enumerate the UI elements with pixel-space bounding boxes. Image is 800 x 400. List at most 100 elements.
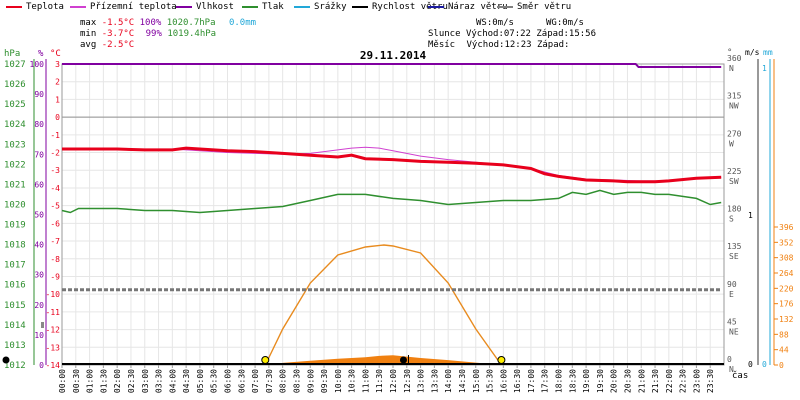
pressure-tick-label: 1018 bbox=[4, 241, 26, 251]
temperature-tick-label: -2 bbox=[50, 149, 60, 158]
wind-speed-axis-unit: m/s bbox=[745, 48, 760, 57]
x-tick-label: 22:30 bbox=[679, 369, 688, 393]
solar-tick-label: 132 bbox=[779, 315, 794, 324]
solar-tick-label: 396 bbox=[779, 223, 794, 232]
x-tick-label: 19:00 bbox=[582, 369, 591, 393]
pressure-tick-label: 1012 bbox=[4, 361, 26, 371]
legend-swatch bbox=[352, 5, 368, 8]
x-tick-label: 20:00 bbox=[610, 369, 619, 393]
humidity-tick-label: 10 bbox=[34, 331, 44, 340]
legend-swatch bbox=[294, 5, 310, 8]
x-tick-label: 09:00 bbox=[306, 369, 315, 393]
sun-label: Slunce bbox=[428, 29, 461, 39]
solar-tick-label: 0 bbox=[779, 361, 784, 370]
solar-tick-label: 44 bbox=[779, 346, 789, 355]
left-wind-indicator bbox=[41, 322, 44, 328]
humidity-tick-label: 60 bbox=[34, 180, 44, 189]
wind-dir-tick-value: 180 bbox=[727, 205, 742, 214]
x-tick-label: 05:00 bbox=[196, 369, 205, 393]
rain-tick-label: 0 bbox=[762, 360, 767, 369]
x-tick-label: 06:30 bbox=[237, 369, 246, 393]
x-tick-label: 01:00 bbox=[86, 369, 95, 393]
temperature-tick-label: -13 bbox=[46, 343, 61, 352]
legend-item: Rychlost větru bbox=[352, 2, 448, 12]
humidity-tick-label: 100 bbox=[30, 60, 45, 69]
stats-min-temp: -3.7°C bbox=[101, 29, 135, 39]
legend-label: Náraz větru bbox=[448, 2, 508, 12]
legend-item: Tlak bbox=[242, 2, 284, 12]
legend-swatch bbox=[497, 5, 513, 8]
stats-max-temp: -1.5°C bbox=[101, 18, 135, 28]
x-tick-label: 20:30 bbox=[623, 369, 632, 393]
solar-tick-label: 220 bbox=[779, 284, 794, 293]
x-tick-label: 01:30 bbox=[99, 369, 108, 393]
temperature-tick-label: 3 bbox=[55, 60, 60, 69]
solar-tick-label: 308 bbox=[779, 254, 794, 263]
x-tick-label: 12:00 bbox=[389, 369, 398, 393]
x-tick-label: 09:30 bbox=[320, 369, 329, 393]
legend-label: Srážky bbox=[314, 2, 347, 12]
x-tick-label: 00:30 bbox=[72, 369, 81, 393]
temperature-tick-label: -12 bbox=[46, 326, 61, 335]
wind-dir-tick-label: S bbox=[729, 215, 734, 224]
sun-elevation-line bbox=[264, 244, 502, 366]
pressure-tick-label: 1020 bbox=[4, 200, 26, 210]
x-tick-label: 16:00 bbox=[499, 369, 508, 393]
wind-dir-tick-value: 135 bbox=[727, 242, 742, 251]
x-tick-label: 13:00 bbox=[417, 369, 426, 393]
wind-dir-tick-value: 225 bbox=[727, 167, 742, 176]
humidity-tick-label: 80 bbox=[34, 120, 44, 129]
x-tick-label: 17:30 bbox=[541, 369, 550, 393]
temperature-tick-label: -1 bbox=[50, 131, 60, 140]
pressure-tick-label: 1025 bbox=[4, 100, 26, 110]
legend-item: Vlhkost bbox=[176, 2, 234, 12]
moonrise-time: Východ:12:23 bbox=[466, 40, 532, 50]
legend-swatch bbox=[70, 5, 86, 8]
stats-avg-temp: -2.5°C bbox=[101, 40, 135, 50]
chart-date-title: 29.11.2014 bbox=[360, 49, 427, 62]
wind-dir-tick-label: N bbox=[729, 64, 734, 73]
x-tick-label: 07:00 bbox=[251, 369, 260, 393]
x-tick-label: 14:00 bbox=[444, 369, 453, 393]
temperature-tick-label: 2 bbox=[55, 78, 60, 87]
legend-item: Náraz větru bbox=[428, 2, 508, 12]
humidity-line bbox=[62, 63, 722, 68]
x-tick-label: 18:00 bbox=[555, 369, 564, 393]
temperature-tick-label: -8 bbox=[50, 255, 60, 264]
moon-label: Měsíc bbox=[428, 40, 456, 50]
legend-item: Srážky bbox=[294, 2, 347, 12]
pressure-tick-label: 1019 bbox=[4, 221, 26, 231]
wind-speed-tick-label: 0 bbox=[748, 360, 753, 369]
x-axis-unit: čas bbox=[732, 370, 748, 381]
legend-item: Přízemní teplota bbox=[70, 2, 177, 12]
humidity-tick-label: 90 bbox=[34, 90, 44, 99]
legend-label: Vlhkost bbox=[196, 2, 234, 12]
x-tick-label: 03:30 bbox=[155, 369, 164, 393]
stats-min-press: 1019.4hPa bbox=[167, 29, 217, 39]
solar-tick-label: 88 bbox=[779, 330, 789, 339]
legend-item: Teplota bbox=[6, 2, 64, 12]
stats-max-row: max -1.5°C 100% 1020.7hPa 0.0mm bbox=[80, 18, 256, 28]
legend-label: Přízemní teplota bbox=[90, 2, 177, 12]
humidity-tick-label: 70 bbox=[34, 150, 44, 159]
x-tick-label: 16:30 bbox=[513, 369, 522, 393]
pressure-axis-unit: hPa bbox=[4, 49, 20, 59]
x-tick-label: 12:30 bbox=[403, 369, 412, 393]
pressure-tick-label: 1026 bbox=[4, 80, 26, 90]
temperature-tick-label: -9 bbox=[50, 272, 60, 281]
temperature-tick-label: -3 bbox=[50, 166, 60, 175]
wind-dir-tick-label: SW bbox=[729, 177, 739, 186]
sunrise-time: Východ:07:22 bbox=[465, 29, 531, 39]
x-tick-label: 08:00 bbox=[279, 369, 288, 393]
temperature-tick-label: -14 bbox=[46, 361, 61, 370]
temperature-line bbox=[62, 146, 722, 184]
wind-gust-readout: WG:0m/s bbox=[546, 18, 584, 28]
temperature-tick-label: -7 bbox=[50, 237, 60, 246]
legend-swatch bbox=[6, 5, 22, 8]
x-tick-label: 02:30 bbox=[127, 369, 136, 393]
stats-min-label: min bbox=[80, 29, 97, 39]
pressure-tick-label: 1014 bbox=[4, 321, 26, 331]
stats-avg-label: avg bbox=[80, 40, 97, 50]
temperature-tick-label: -4 bbox=[50, 184, 60, 193]
